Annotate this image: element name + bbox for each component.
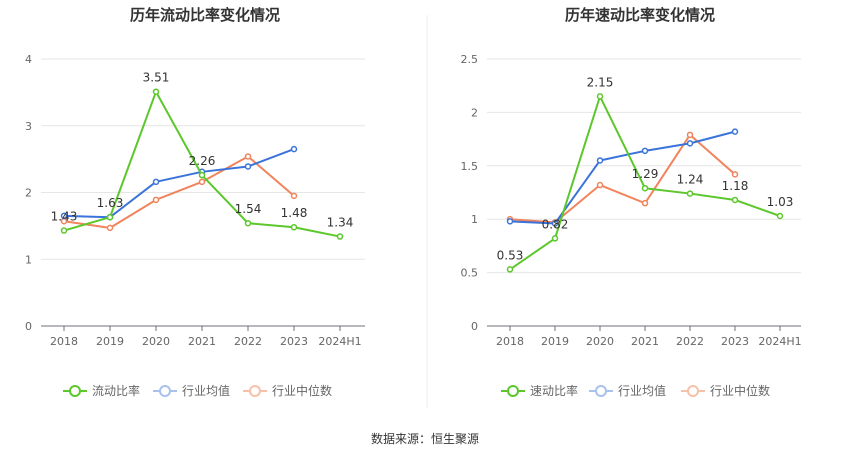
chart1-data-label: 2.26 <box>189 154 216 168</box>
chart1-data-label: 1.34 <box>327 216 354 230</box>
chart1-legend-marker <box>249 385 261 397</box>
chart2-series-line <box>509 130 736 225</box>
chart1-title: 历年流动比率变化情况 <box>130 6 280 24</box>
chart2-y-tick-label: 2.5 <box>461 53 479 66</box>
chart2-legend-marker <box>687 385 699 397</box>
chart1-y-tick-label: 3 <box>25 120 32 133</box>
chart2-legend-marker <box>595 385 607 397</box>
chart2-x-tick-label: 2019 <box>541 335 569 348</box>
chart1-data-point <box>290 223 298 231</box>
chart2-legend-marker <box>507 385 519 397</box>
chart1-data-point <box>244 219 252 227</box>
chart2-data-point <box>776 212 784 220</box>
chart2-data-point <box>731 196 739 204</box>
chart1-data-point <box>198 171 206 179</box>
chart1-data-label: 1.43 <box>51 210 78 224</box>
chart2-x-tick-label: 2023 <box>721 335 749 348</box>
chart1-data-point <box>290 145 298 153</box>
chart1-data-label: 1.54 <box>235 202 262 216</box>
chart1-data-point <box>244 163 252 170</box>
chart2-data-point <box>551 220 559 227</box>
chart1-data-point <box>106 213 114 221</box>
chart2-y-tick-label: 1.5 <box>461 160 479 173</box>
chart2-data-point <box>686 190 694 197</box>
chart1-x-tick-label: 2022 <box>234 335 262 348</box>
chart1-data-label: 1.63 <box>97 196 124 210</box>
chart2-data-point <box>551 235 559 242</box>
chart1-data-point <box>106 224 114 232</box>
chart2-data-point <box>596 93 604 100</box>
chart2-x-tick-label: 2018 <box>496 335 524 348</box>
chart2-data-label: 0.53 <box>497 248 524 262</box>
chart2-y-tick-label: 0.5 <box>461 267 479 280</box>
chart1-x-tick-label: 2019 <box>96 335 124 348</box>
chart1-data-point <box>290 192 298 200</box>
chart2-data-point <box>641 184 649 192</box>
chart2-x-tick-label: 2020 <box>586 335 614 348</box>
chart2-title: 历年速动比率变化情况 <box>565 6 715 24</box>
chart2-data-point <box>641 199 649 207</box>
chart1-y-tick-label: 1 <box>25 253 32 266</box>
chart1-data-point <box>152 196 160 204</box>
chart1-data-label: 1.48 <box>281 206 308 220</box>
chart2-data-label: 1.03 <box>767 195 794 209</box>
chart2-legend-label: 行业中位数 <box>710 383 770 398</box>
chart1-data-point <box>198 178 206 186</box>
chart1-x-tick-label: 2024H1 <box>318 335 361 348</box>
chart2-y-tick-label: 0 <box>471 320 478 333</box>
chart1-y-tick-label: 0 <box>25 320 32 333</box>
chart2-data-point <box>596 157 604 164</box>
chart1-y-tick-label: 2 <box>25 187 32 200</box>
chart2-data-point <box>731 128 739 135</box>
chart2-data-point <box>596 181 604 189</box>
chart1-data-point <box>244 153 252 160</box>
chart1-legend-marker <box>159 385 171 397</box>
chart2-data-point <box>506 218 514 225</box>
chart1-legend-label: 流动比率 <box>92 383 140 398</box>
chart2-x-tick-label: 2022 <box>676 335 704 348</box>
chart1-data-point <box>60 212 68 220</box>
chart1-data-point <box>336 233 344 240</box>
chart2-y-tick-label: 1 <box>471 213 478 226</box>
chart2-legend-label: 行业均值 <box>618 383 666 398</box>
chart2-y-tick-label: 2 <box>471 106 478 119</box>
chart1-data-label: 3.51 <box>143 71 170 85</box>
chart1-x-tick-label: 2021 <box>188 335 216 348</box>
chart1-legend-marker <box>69 385 81 397</box>
chart1-legend-label: 行业均值 <box>182 383 230 398</box>
chart1-data-point <box>60 227 68 234</box>
chart2-legend-label: 速动比率 <box>530 383 578 398</box>
chart2-data-label: 0.82 <box>542 217 569 231</box>
chart2-data-label: 1.24 <box>677 173 704 187</box>
chart2-x-tick-label: 2021 <box>631 335 659 348</box>
chart1-data-point <box>152 88 160 95</box>
chart2-data-label: 1.18 <box>722 179 749 193</box>
chart2-data-point <box>506 266 514 273</box>
chart1-series-line <box>63 148 295 219</box>
chart1-data-point <box>152 178 160 186</box>
chart1-x-tick-label: 2018 <box>50 335 78 348</box>
chart2-x-tick-label: 2024H1 <box>758 335 801 348</box>
chart2-data-label: 2.15 <box>587 75 614 89</box>
chart1-x-tick-label: 2023 <box>280 335 308 348</box>
chart1-y-tick-label: 4 <box>25 53 32 66</box>
chart1-x-tick-label: 2020 <box>142 335 170 348</box>
chart2-data-label: 1.29 <box>632 167 659 181</box>
chart2-data-point <box>686 140 694 147</box>
source-text: 数据来源：恒生聚源 <box>371 431 479 446</box>
chart2-data-point <box>641 147 649 155</box>
chart2-data-point <box>731 171 739 178</box>
chart2-data-point <box>686 131 694 139</box>
chart1-legend-label: 行业中位数 <box>272 383 332 398</box>
